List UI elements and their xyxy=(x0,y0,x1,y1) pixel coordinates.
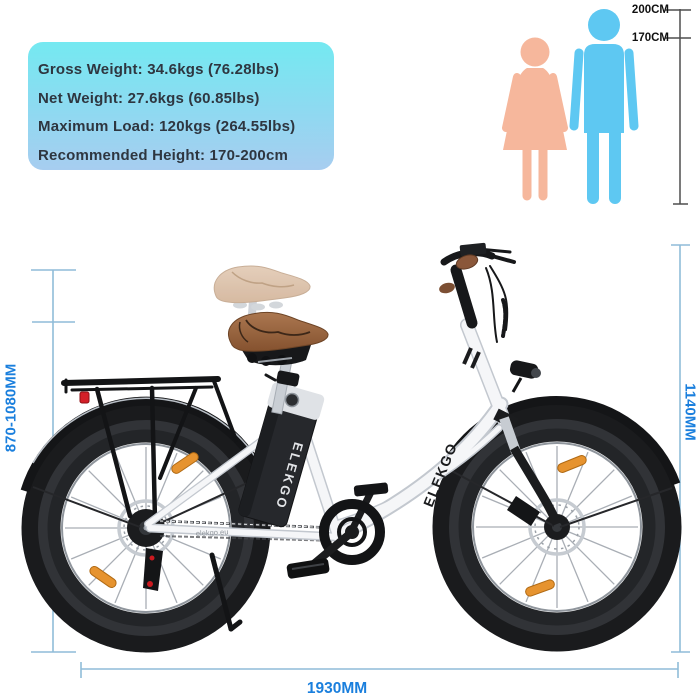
spec-box: Gross Weight: 34.6kgs (76.28lbs) Net Wei… xyxy=(28,42,334,170)
front-spoke-reflector xyxy=(557,455,587,473)
max-load-text: Maximum Load: 120kgs (264.55lbs) xyxy=(38,118,296,135)
brake-cable xyxy=(485,267,498,343)
handlebar-grip xyxy=(455,254,479,270)
front-spokes xyxy=(475,446,639,609)
head-tube-decals xyxy=(462,347,481,369)
front-wheel xyxy=(432,402,682,652)
length-label: 1930MM xyxy=(306,680,368,697)
far-pedal xyxy=(353,482,389,497)
chainstay xyxy=(147,525,343,540)
cable-coil xyxy=(501,298,508,338)
handlebar-height-ruler xyxy=(671,244,690,653)
length-ruler xyxy=(80,662,679,678)
rear-spoke-reflector xyxy=(89,565,117,589)
female-figure-icon xyxy=(502,37,568,201)
rear-derailleur xyxy=(143,548,163,591)
front-fork xyxy=(493,408,562,526)
far-handlebar-grip xyxy=(439,282,455,294)
lcd-display xyxy=(459,242,487,257)
front-brake-caliper xyxy=(507,496,540,526)
crankset xyxy=(286,482,389,579)
rear-rack xyxy=(61,376,238,523)
front-spoke-reflector xyxy=(525,579,555,597)
chainstay-url: elekgo.eu xyxy=(196,527,229,538)
saddle xyxy=(228,311,329,415)
height-200cm-label: 200CM xyxy=(631,4,669,16)
handlebar-height-label: 1140MM xyxy=(681,383,699,441)
headlight xyxy=(509,360,541,393)
people-height-ruler xyxy=(665,9,691,205)
battery: ELEKGO xyxy=(238,382,325,528)
front-disc-rotor xyxy=(528,498,586,556)
chain xyxy=(159,519,341,542)
charge-port-icon xyxy=(284,392,300,408)
cockpit xyxy=(440,247,516,343)
down-tube xyxy=(332,398,507,541)
rear-spoke-reflector xyxy=(171,452,199,474)
rack-red-reflector xyxy=(79,391,90,404)
saddle-height-label: 870-1080MM xyxy=(2,363,20,453)
height-170cm-label: 170CM xyxy=(631,32,669,44)
recommended-height-text: Recommended Height: 170-200cm xyxy=(38,146,289,164)
near-pedal xyxy=(286,558,330,579)
male-figure-icon xyxy=(569,9,639,204)
kickstand xyxy=(209,552,243,632)
head-tube xyxy=(461,319,510,426)
net-weight-text: Net Weight: 27.6kgs (60.85lbs) xyxy=(38,89,260,107)
gross-weight-text: Gross Weight: 34.6kgs (76.28lbs) xyxy=(38,61,280,78)
brake-lever xyxy=(490,254,516,264)
stem xyxy=(450,264,478,329)
raised-saddle-ghost xyxy=(213,265,311,323)
seat-clamp xyxy=(276,370,300,387)
